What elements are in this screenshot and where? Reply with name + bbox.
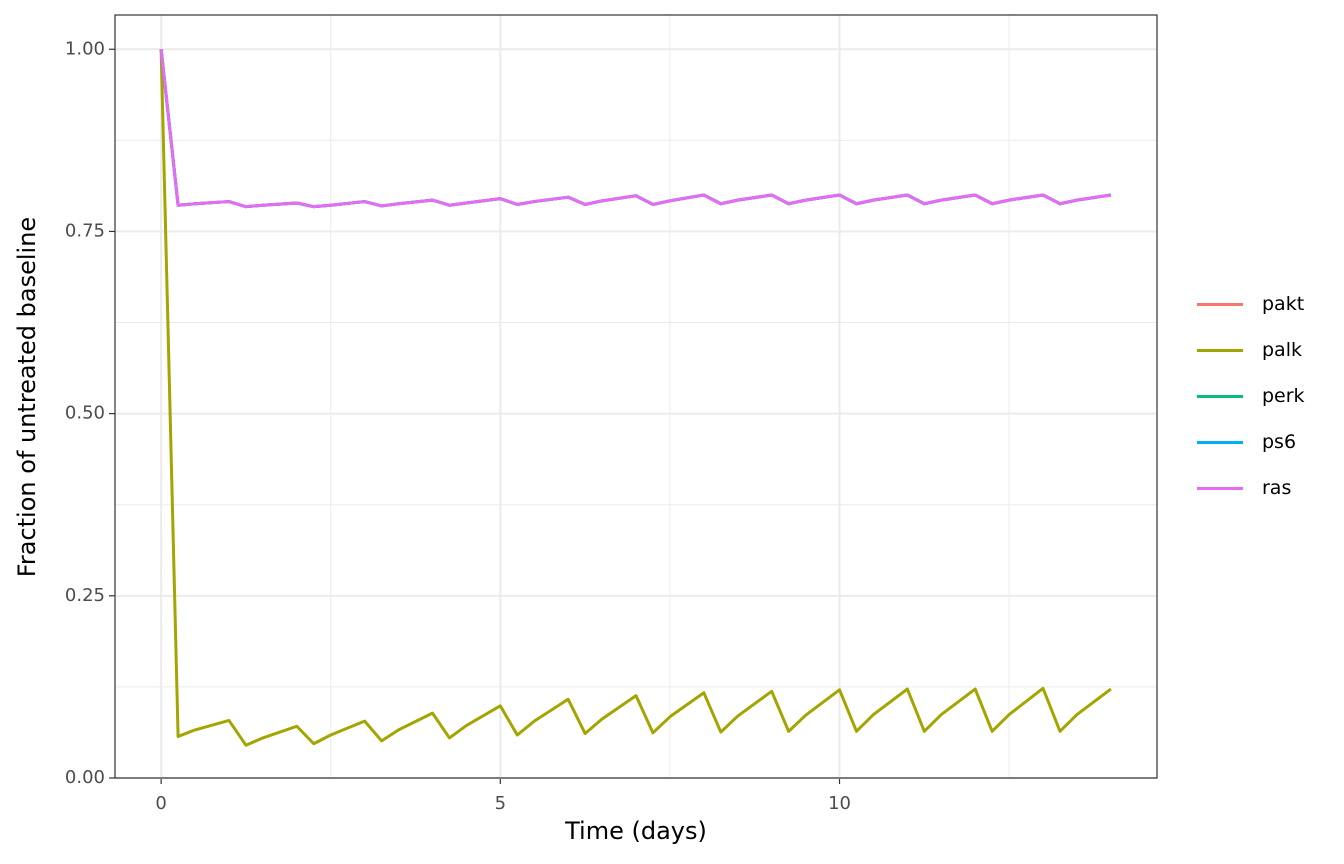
y-tick-label: 0.50: [65, 403, 105, 424]
x-tick-label: 10: [828, 793, 851, 814]
x-tick-label: 5: [495, 793, 506, 814]
panel-border: [114, 14, 1158, 779]
legend-label: perk: [1262, 385, 1305, 407]
series-line: [159, 49, 1112, 747]
y-tick-label: 1.00: [65, 38, 105, 59]
legend-label: ps6: [1262, 431, 1296, 453]
legend-label: palk: [1262, 339, 1302, 361]
y-tick-label: 0.00: [65, 767, 105, 788]
y-axis-title: Fraction of untreated baseline: [13, 217, 41, 577]
series-line: [159, 49, 1112, 209]
x-axis-title: Time (days): [564, 817, 707, 845]
legend-label: ras: [1262, 477, 1291, 499]
legend-label: pakt: [1262, 293, 1304, 315]
y-tick-label: 0.75: [65, 220, 105, 241]
x-tick-label: 0: [155, 793, 166, 814]
y-tick-label: 0.25: [65, 585, 105, 606]
